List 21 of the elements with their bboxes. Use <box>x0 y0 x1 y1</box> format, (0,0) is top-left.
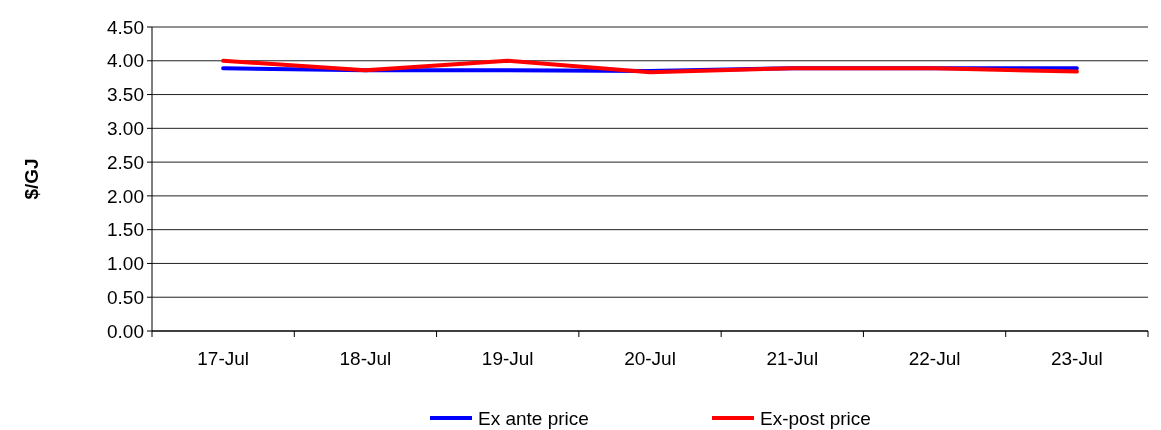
y-tick-label: 2.50 <box>107 151 144 173</box>
x-tick-label: 19-Jul <box>481 348 534 369</box>
legend-label: Ex ante price <box>478 407 589 429</box>
y-tick-label: 0.00 <box>107 320 144 342</box>
legend-label: Ex-post price <box>760 407 871 429</box>
y-tick-label: 4.50 <box>107 16 144 38</box>
y-tick-label: 3.50 <box>107 84 144 106</box>
x-tick-label: 21-Jul <box>766 348 819 369</box>
y-tick-label: 3.00 <box>107 117 144 139</box>
x-tick-label: 23-Jul <box>1050 348 1103 369</box>
y-tick-label: 1.50 <box>107 219 144 241</box>
x-tick-label: 22-Jul <box>908 348 961 369</box>
y-tick-label: 2.00 <box>107 185 144 207</box>
y-tick-label: 0.50 <box>107 286 144 308</box>
line-series <box>221 58 1079 75</box>
y-axis-title: $/GJ <box>21 158 42 200</box>
y-tick-label: 1.00 <box>107 253 144 275</box>
x-tick-label: 18-Jul <box>339 348 392 369</box>
x-tick-label: 20-Jul <box>624 348 676 369</box>
x-tick-label: 17-Jul <box>197 348 250 369</box>
y-tick-label: 4.00 <box>107 50 144 72</box>
